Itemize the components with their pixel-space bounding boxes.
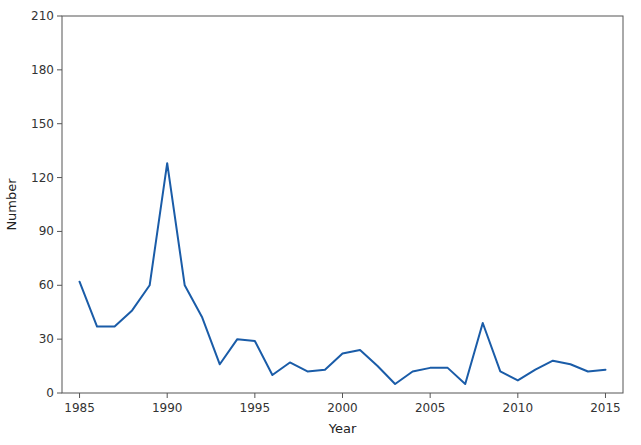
x-tick-label: 2010 xyxy=(503,401,534,415)
x-tick-label: 2015 xyxy=(590,401,621,415)
y-tick xyxy=(57,285,62,286)
x-tick-label: 2000 xyxy=(327,401,358,415)
y-tick xyxy=(57,339,62,340)
x-tick xyxy=(79,393,80,398)
y-tick-label: 180 xyxy=(31,63,54,77)
y-tick-label: 120 xyxy=(31,171,54,185)
data-line xyxy=(80,163,606,384)
x-tick xyxy=(342,393,343,398)
plot-frame xyxy=(62,16,623,393)
y-tick xyxy=(57,393,62,394)
ticks: 1985 1990 1995 2000 2005 2010 2015 0 30 60 90 120 15… xyxy=(31,9,621,415)
x-tick xyxy=(430,393,431,398)
y-tick-label: 30 xyxy=(39,332,54,346)
x-tick xyxy=(605,393,606,398)
plot-area xyxy=(80,163,606,384)
x-tick-label: 1995 xyxy=(240,401,271,415)
x-tick xyxy=(517,393,518,398)
y-tick xyxy=(57,69,62,70)
y-tick-label: 150 xyxy=(31,117,54,131)
x-tick-label: 2005 xyxy=(415,401,446,415)
x-axis-label: Year xyxy=(328,421,357,436)
y-tick xyxy=(57,231,62,232)
x-tick xyxy=(254,393,255,398)
y-tick-label: 0 xyxy=(46,386,54,400)
y-axis-label: Number xyxy=(4,178,19,231)
x-tick-label: 1990 xyxy=(152,401,183,415)
y-tick xyxy=(57,16,62,17)
chart: 1985 1990 1995 2000 2005 2010 2015 0 30 60 90 120 15… xyxy=(0,0,641,445)
y-tick-label: 210 xyxy=(31,9,54,23)
y-tick-label: 60 xyxy=(39,278,54,292)
y-tick xyxy=(57,177,62,178)
x-tick-label: 1985 xyxy=(64,401,95,415)
x-tick xyxy=(167,393,168,398)
y-tick-label: 90 xyxy=(39,224,54,238)
y-tick xyxy=(57,123,62,124)
